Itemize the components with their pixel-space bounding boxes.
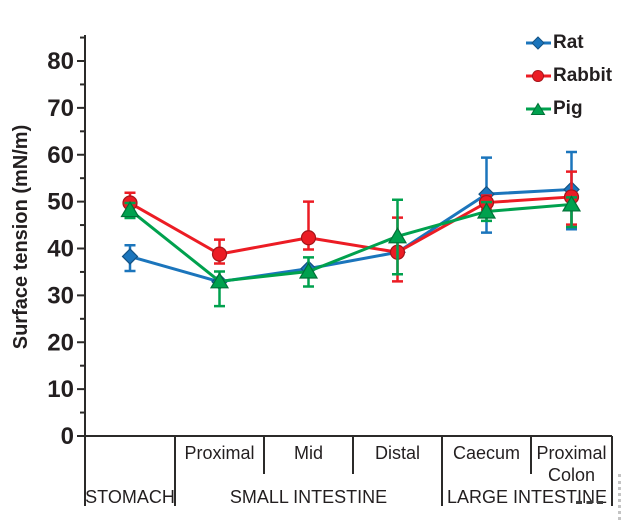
category-divider	[263, 436, 265, 474]
x-axis-segment-label: Proximal	[184, 443, 255, 463]
data-point-triangle	[209, 272, 230, 289]
data-point-circle	[300, 230, 317, 246]
diamond-icon	[526, 35, 551, 50]
legend-label: Pig	[553, 97, 583, 119]
series-rabbit	[122, 170, 580, 283]
page-edge-artifact	[618, 474, 621, 520]
data-point-triangle	[120, 200, 140, 218]
data-point-triangle	[387, 227, 408, 244]
y-tick-label: 10	[47, 376, 74, 403]
series-pig	[120, 195, 582, 308]
data-point-circle	[211, 246, 228, 262]
y-axis-title: Surface tension (mN/m)	[10, 124, 32, 350]
y-tick-label: 50	[47, 189, 74, 216]
x-axis-segment-label: Distal	[374, 443, 420, 463]
y-tick-label: 60	[47, 142, 74, 169]
x-axis-segment-label: Proximal Colon	[536, 443, 607, 485]
dashed-underline-artifact	[576, 501, 603, 504]
series-rat	[121, 150, 580, 291]
chart-legend: Rat Rabbit Pig	[525, 26, 612, 125]
x-axis-group-label: STOMACH	[85, 487, 175, 507]
data-point-diamond	[121, 248, 139, 265]
legend-item-rat: Rat	[525, 26, 612, 59]
data-point-triangle	[561, 195, 582, 212]
category-divider	[611, 436, 613, 506]
series-line	[129, 202, 572, 283]
series-line	[129, 195, 572, 256]
legend-item-pig: Pig	[525, 92, 612, 125]
x-axis-segment-label: Mid	[293, 443, 323, 463]
category-divider	[530, 436, 532, 474]
x-axis-segment-label: Caecum	[452, 443, 521, 463]
y-tick-label: 20	[47, 329, 74, 356]
triangle-icon	[526, 102, 551, 115]
category-divider	[174, 436, 176, 506]
y-tick-label: 80	[47, 48, 74, 75]
data-point-triangle	[476, 202, 497, 219]
category-divider	[352, 436, 354, 474]
x-axis-group-label: LARGE INTESTINE	[446, 487, 608, 507]
y-tick-label: 70	[47, 95, 74, 122]
y-tick-label: 0	[61, 423, 74, 450]
y-tick-label: 40	[47, 236, 74, 263]
legend-label: Rabbit	[553, 64, 613, 86]
series-line	[129, 187, 572, 284]
x-axis-group-label: SMALL INTESTINE	[229, 487, 388, 507]
data-point-triangle	[298, 262, 319, 279]
category-divider	[441, 436, 443, 506]
circle-icon	[526, 69, 551, 82]
legend-item-rabbit: Rabbit	[525, 59, 612, 92]
y-tick-label: 30	[47, 282, 74, 309]
legend-label: Rat	[553, 31, 584, 53]
